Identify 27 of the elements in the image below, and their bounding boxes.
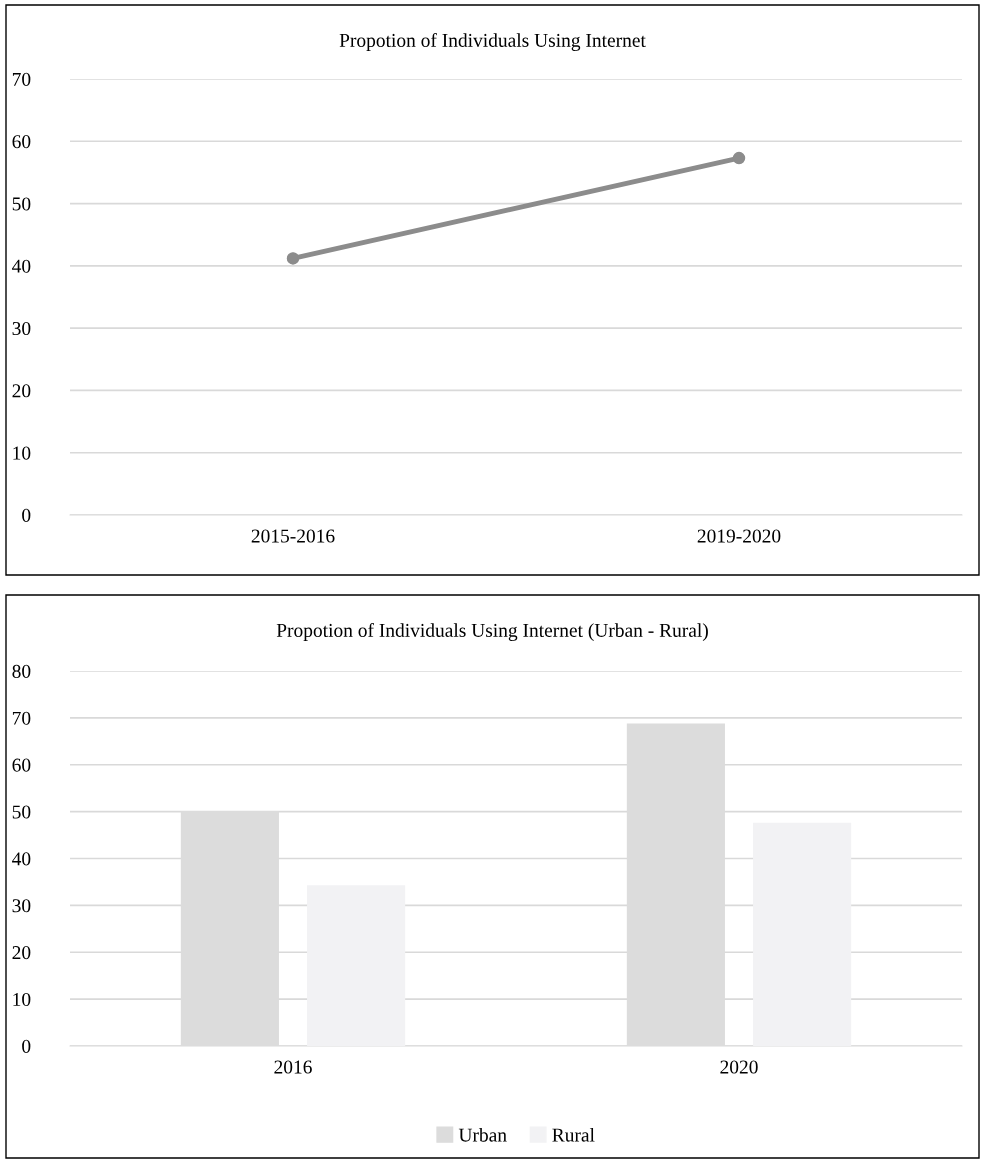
- y-tick-label: 10: [13, 992, 31, 1007]
- y-tick-label: 70: [12, 711, 31, 725]
- chart-title: Propotion of Individuals Using Internet (Urban - Rural): [276, 623, 708, 641]
- x-tick-label: 2016: [274, 1060, 312, 1074]
- legend-label: Rural: [552, 1127, 595, 1142]
- y-tick-label: 0: [22, 508, 31, 522]
- y-tick-label: 30: [12, 899, 31, 913]
- x-tick-label: 2019-2020: [697, 529, 781, 543]
- y-tick-label: 40: [12, 259, 31, 273]
- bar: [753, 822, 852, 1046]
- y-tick-label: 20: [12, 384, 31, 398]
- y-tick-label: 40: [12, 852, 31, 866]
- y-tick-label: 0: [22, 1039, 31, 1053]
- y-tick-label: 60: [12, 758, 31, 772]
- y-tick-label: 30: [12, 321, 31, 336]
- y-tick-label: 50: [12, 805, 31, 819]
- y-tick-label: 80: [12, 664, 31, 678]
- x-tick-label: 2020: [720, 1060, 758, 1074]
- y-tick-label: 20: [12, 946, 31, 960]
- legend-label: Urban: [458, 1127, 507, 1142]
- y-tick-label: 60: [12, 135, 31, 149]
- y-tick-label: 70: [12, 72, 31, 86]
- x-tick-label: 2015-2016: [251, 529, 335, 543]
- bar: [307, 885, 406, 1046]
- y-tick-label: 10: [13, 446, 31, 460]
- y-tick-label: 50: [12, 197, 31, 211]
- chart-title: Propotion of Individuals Using Internet: [339, 33, 646, 51]
